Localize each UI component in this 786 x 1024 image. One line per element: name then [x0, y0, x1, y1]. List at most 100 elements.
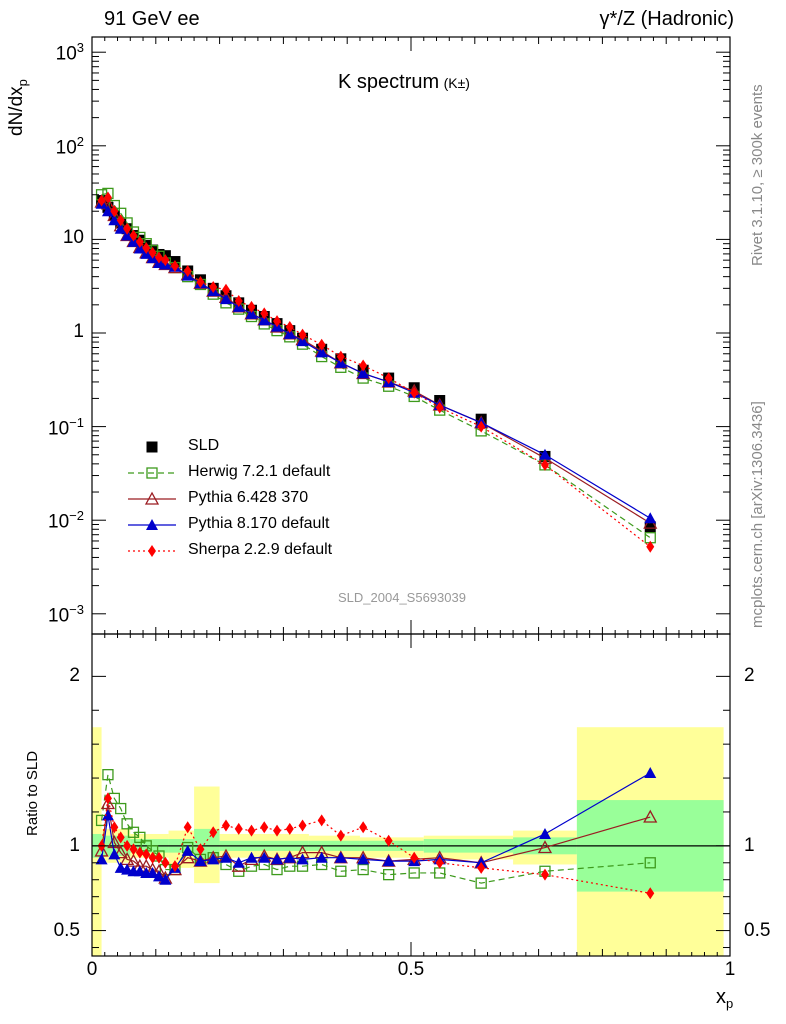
x-tick-label: 0.5 [397, 959, 425, 980]
ratio-point-sherpa-19 [273, 824, 282, 837]
ratio-point-herwig-4 [121, 818, 133, 830]
y-axis-label-main: dN/dxp [6, 79, 30, 136]
legend-label-pythia6: Pythia 6.428 370 [188, 489, 309, 506]
main-point-sherpa-30 [646, 540, 655, 553]
ratio-point-sherpa-1 [103, 792, 112, 805]
ratio-point-sherpa-27 [435, 856, 444, 869]
mcplots-reference-text: mcplots.cern.ch [arXiv:1306.3436] [749, 401, 766, 628]
ratio-point-herwig-6 [134, 831, 146, 844]
ratio-point-sherpa-11 [170, 860, 179, 873]
main-point-pythia8-15 [219, 293, 232, 305]
legend-entry-data [146, 441, 158, 453]
ratio-series-sherpa [97, 792, 655, 900]
ratio-point-sherpa-13 [196, 843, 205, 856]
y-tick-label-ratio-left: 2 [69, 665, 80, 687]
main-series-data [96, 195, 656, 533]
ratio-point-herwig-27 [434, 867, 446, 879]
main-point-sherpa-19 [273, 315, 282, 328]
tick-label-exponent: −2 [69, 508, 84, 524]
y-axis-label-ratio: Ratio to SLD [24, 750, 41, 836]
main-point-sherpa-10 [161, 254, 170, 267]
ratio-point-pythia8-25 [382, 855, 395, 867]
main-point-pythia8-29 [538, 448, 551, 460]
ratio-point-pythia8-8 [146, 866, 159, 878]
legend-entry-herwig [128, 467, 176, 479]
main-point-pythia8-20 [283, 327, 296, 339]
main-point-sherpa-15 [221, 283, 230, 296]
main-point-sherpa-26 [410, 386, 419, 399]
ratio-point-pythia8-17 [245, 851, 258, 863]
y-tick-label-ratio-left: 0.5 [53, 919, 80, 941]
main-point-pythia8-6 [133, 242, 146, 254]
x-axis-label: xp [716, 986, 733, 1011]
main-point-sherpa-20 [285, 320, 294, 333]
ratio-point-pythia8-18 [258, 851, 271, 863]
main-series-herwig [95, 187, 656, 544]
y-tick-label-main: 10−1 [48, 415, 84, 440]
ratio-point-herwig-25 [383, 869, 395, 881]
ratio-point-sherpa-10 [161, 856, 170, 869]
ratio-point-sherpa-28 [477, 861, 486, 874]
ratio-point-herwig-23 [335, 865, 347, 877]
main-point-pythia8-4 [121, 229, 134, 241]
y-tick-label-ratio-right: 2 [744, 665, 755, 687]
legend-entry-pythia8 [128, 519, 176, 530]
tick-label-exponent: −3 [69, 601, 84, 617]
tick-label-exponent: 3 [76, 40, 84, 56]
ratio-point-pythia8-16 [232, 856, 245, 868]
tick-label-base: 10 [48, 417, 70, 439]
main-point-sherpa-21 [298, 328, 307, 341]
legend-marker-data [146, 441, 158, 453]
main-point-sherpa-25 [384, 372, 393, 385]
ratio-point-pythia8-14 [207, 853, 220, 865]
legend-entry-pythia6 [128, 491, 176, 505]
main-point-sherpa-17 [247, 300, 256, 313]
ratio-point-sherpa-9 [154, 851, 163, 864]
ratio-point-pythia8-12 [181, 844, 194, 856]
plot-title-main: K spectrum [338, 71, 440, 93]
ratio-point-pythia6-3 [113, 845, 128, 859]
x-tick-label: 0 [86, 959, 98, 980]
main-point-sherpa-16 [234, 294, 243, 307]
ratio-point-pythia8-21 [296, 853, 309, 865]
main-line-herwig [101, 192, 651, 539]
y-tick-label-ratio-right: 1 [744, 834, 755, 856]
y-tick-label-main: 1 [73, 321, 84, 342]
ratio-point-sherpa-30 [646, 887, 655, 900]
main-point-sherpa-8 [148, 246, 157, 259]
legend-label-data: SLD [188, 437, 220, 454]
ratio-point-herwig-30 [644, 857, 656, 869]
ratio-point-sherpa-17 [247, 824, 256, 837]
main-point-sherpa-22 [317, 338, 326, 351]
ratio-point-herwig-0 [95, 814, 108, 827]
ratio-point-sherpa-20 [285, 822, 294, 835]
ratio-point-herwig-3 [115, 802, 127, 815]
main-point-sherpa-3 [116, 214, 125, 227]
analysis-tag: SLD_2004_S5693039 [338, 590, 466, 605]
ratio-point-sherpa-8 [148, 851, 157, 864]
main-point-sherpa-6 [135, 235, 144, 248]
ratio-point-pythia8-30 [644, 766, 657, 778]
tick-label-exponent: −1 [69, 414, 84, 430]
ratio-point-pythia6-2 [107, 835, 122, 849]
main-point-sherpa-14 [209, 281, 218, 294]
ratio-point-pythia8-9 [152, 870, 165, 882]
legend-marker-herwig [146, 467, 158, 479]
legend-marker-pythia8 [146, 519, 158, 530]
main-series-pythia8 [95, 197, 657, 524]
ratio-series-herwig [95, 769, 656, 889]
main-point-sherpa-13 [196, 276, 205, 289]
main-line-sherpa [101, 196, 651, 548]
ratio-point-pythia8-24 [357, 853, 370, 865]
main-point-pythia8-1 [101, 205, 114, 217]
plot-title: K spectrum (K±) [338, 71, 470, 94]
main-line-pythia6 [101, 201, 651, 524]
y-tick-label-main: 10−2 [48, 508, 84, 533]
main-point-pythia8-18 [258, 314, 271, 326]
ratio-point-sherpa-24 [359, 821, 368, 834]
ratio-point-sherpa-6 [135, 846, 144, 859]
x-axis-label-sub: p [726, 996, 734, 1011]
legend-label-herwig: Herwig 7.2.1 default [188, 463, 331, 480]
ratio-point-sherpa-22 [317, 814, 326, 827]
x-tick-label: 1 [724, 959, 736, 980]
